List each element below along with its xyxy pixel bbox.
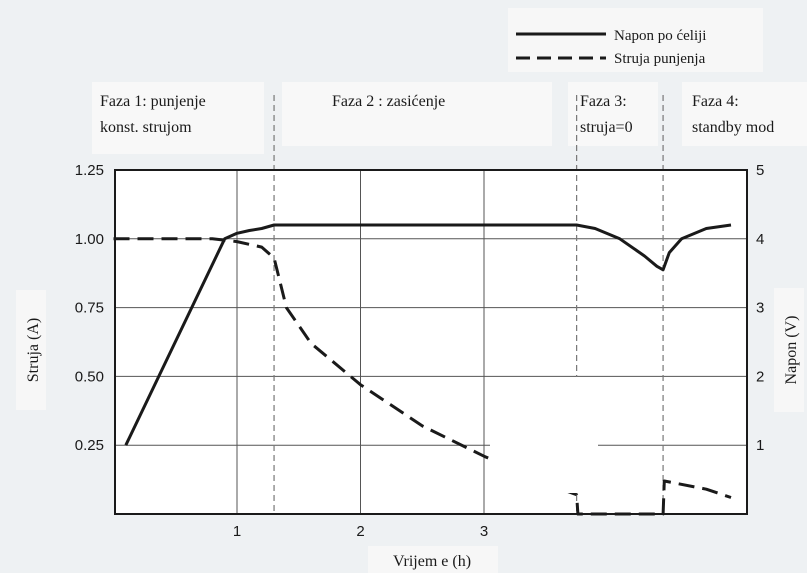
ticks: 1 2 3 0.25 0.50 0.75 1.00 1.25 1 2 3 4 5 xyxy=(75,162,765,540)
voltage-line xyxy=(124,223,732,446)
phase-3-label: struja=0 xyxy=(580,119,633,136)
y-left-tick-label: 1.25 xyxy=(75,162,104,179)
phase-1-label: Faza 1: punjenje xyxy=(100,93,206,110)
phase-4-box xyxy=(682,82,807,146)
x-tick-label: 2 xyxy=(356,523,364,540)
phase-labels: Faza 1: punjenje konst. strujom Faza 2 : z… xyxy=(100,93,774,136)
phase-3-label: Faza 3: xyxy=(580,93,627,110)
x-tick-label: 3 xyxy=(480,523,488,540)
y-left-tick-label: 0.25 xyxy=(75,437,104,454)
phase-4-label: Faza 4: xyxy=(692,93,739,110)
y-right-tick-label: 3 xyxy=(756,300,764,317)
ylabel-right: Napon (V) xyxy=(783,316,800,385)
y-right-tick-label: 1 xyxy=(756,437,764,454)
legend-label-voltage: Napon po ćeliji xyxy=(614,28,706,44)
y-left-tick-label: 0.50 xyxy=(75,368,104,385)
phase-2-label: Faza 2 : zasićenje xyxy=(332,93,445,110)
y-right-tick-label: 5 xyxy=(756,162,764,179)
phase-4-label: standby mod xyxy=(692,119,774,136)
plot-frame xyxy=(114,169,748,515)
y-right-tick-label: 2 xyxy=(756,368,764,385)
legend-box xyxy=(508,8,763,72)
legend-label-current: Struja punjenja xyxy=(614,51,706,67)
current-line xyxy=(113,237,732,516)
blank-patch xyxy=(490,377,598,493)
xlabel: Vrijem e (h) xyxy=(393,553,471,570)
phase-2-box xyxy=(282,82,552,146)
x-tick-label: 1 xyxy=(233,523,241,540)
y-left-tick-label: 0.75 xyxy=(75,300,104,317)
ylabel-left: Struja (A) xyxy=(25,318,42,382)
xlabel-bg xyxy=(368,546,498,573)
series-group xyxy=(113,223,732,516)
phase-1-box xyxy=(92,82,264,154)
ylabel-left-bg xyxy=(16,290,46,410)
phase-3-box xyxy=(568,82,658,146)
y-right-tick-label: 4 xyxy=(756,231,764,248)
plot-area xyxy=(115,170,747,514)
phase-1-label: konst. strujom xyxy=(100,119,192,136)
y-left-tick-label: 1.00 xyxy=(75,231,104,248)
ylabel-right-bg xyxy=(774,288,804,412)
